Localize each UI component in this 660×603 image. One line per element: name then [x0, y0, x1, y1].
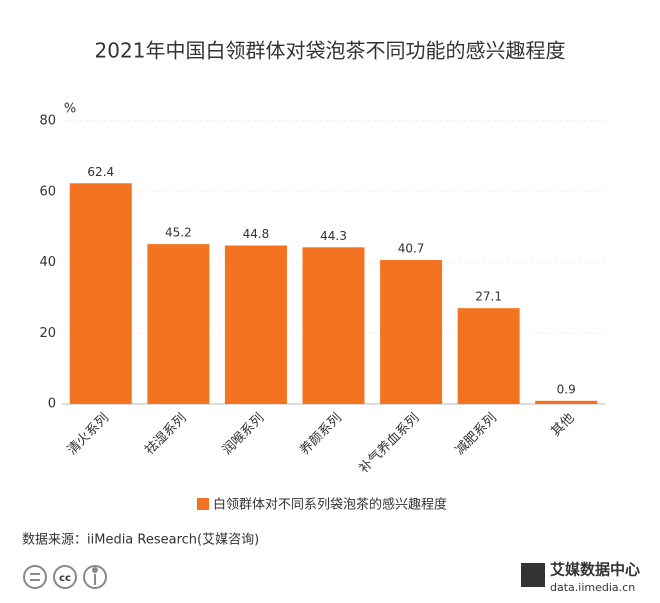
bar	[224, 245, 287, 404]
y-tick-label: 60	[39, 184, 56, 199]
y-tick-label: 0	[48, 397, 56, 412]
source: 数据来源：iiMedia Research(艾媒咨询)	[22, 533, 259, 548]
brand-logo-mark: 艾	[525, 566, 541, 585]
y-tick-label: 80	[39, 114, 56, 129]
value-label: 62.4	[87, 165, 114, 179]
bar	[457, 308, 520, 404]
x-tick-label: 补气养血系列	[356, 410, 422, 476]
license-label: cc	[59, 573, 71, 584]
x-tick-label: 其他	[549, 411, 578, 440]
x-tick-label: 养颜系列	[297, 410, 345, 458]
y-tick-label: 20	[39, 326, 56, 341]
brand-logo	[521, 563, 545, 587]
legend-label: 白领群体对不同系列袋泡茶的感兴趣程度	[213, 497, 447, 513]
value-label: 44.3	[320, 229, 347, 243]
x-tick-label: 祛湿系列	[142, 410, 190, 458]
brand-url: data.iimedia.cn	[550, 581, 635, 594]
x-tick-label: 润喉系列	[220, 411, 267, 458]
value-label: 44.8	[243, 227, 270, 241]
bar	[147, 244, 210, 404]
bar	[69, 183, 132, 404]
y-axis-label: %	[64, 102, 76, 117]
brand-name: 艾媒数据中心	[550, 561, 640, 579]
value-label: 45.2	[165, 226, 192, 240]
value-label: 40.7	[398, 242, 425, 256]
x-tick-label: 清火系列	[65, 411, 112, 458]
bar	[535, 400, 598, 404]
value-label: 0.9	[557, 382, 576, 396]
chart-title: 2021年中国白领群体对袋泡茶不同功能的感兴趣程度	[95, 39, 566, 63]
y-tick-label: 40	[39, 255, 56, 270]
x-tick-label: 减肥系列	[453, 411, 500, 458]
bar	[380, 260, 443, 404]
legend-swatch	[197, 498, 209, 510]
bar	[302, 247, 365, 404]
license-icons	[23, 565, 107, 589]
value-label: 27.1	[475, 290, 502, 304]
